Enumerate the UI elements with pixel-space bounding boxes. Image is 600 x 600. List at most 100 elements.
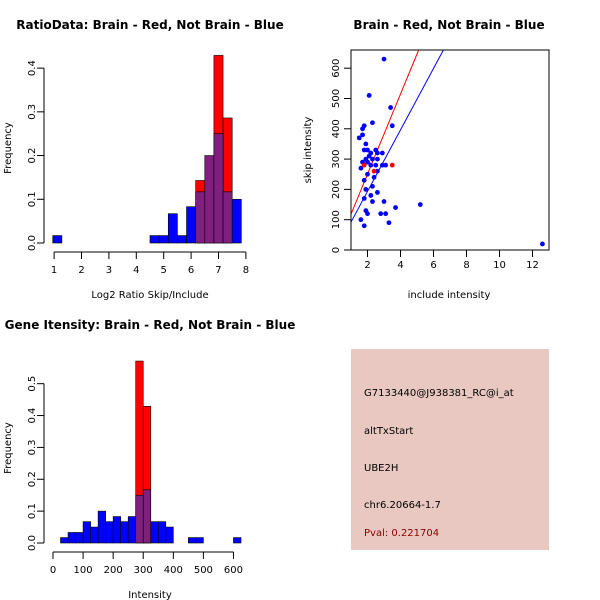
intensity-y-tick-label: 0.5: [27, 376, 38, 392]
intensity-bar-not-brain: [112, 516, 121, 544]
ratio-title: RatioData: Brain - Red, Not Brain - Blue: [16, 18, 283, 32]
scatter-point-not-brain: [361, 123, 367, 129]
intensity-bar-not-brain: [105, 521, 114, 544]
scatter-point-brain: [361, 162, 367, 168]
scatter-point-brain: [389, 162, 395, 168]
scatter-point-not-brain: [370, 199, 375, 204]
ratio-bar-not-brain: [213, 133, 224, 244]
scatter-y-tick-label: 0: [331, 247, 342, 253]
scatter-fit-lines: [351, 50, 444, 223]
scatter-point-not-brain: [417, 202, 423, 207]
scatter-y-tick-label: 400: [331, 119, 342, 138]
ratio-bar-not-brain: [222, 191, 233, 244]
scatter-point-not-brain: [363, 141, 369, 147]
scatter-point-not-brain: [381, 199, 387, 204]
scatter-point-not-brain: [388, 105, 393, 110]
ratio-xlabel: Log2 Ratio Skip/Include: [91, 290, 208, 301]
scatter-point-not-brain: [360, 132, 365, 138]
ratio-histogram-panel: RatioData: Brain - Red, Not Brain - Blue…: [3, 18, 284, 301]
ratio-bar-not-brain: [177, 235, 187, 244]
ratio-x-tick-label: 6: [188, 265, 194, 276]
scatter-x-tick-label: 8: [463, 260, 469, 271]
intensity-bar-not-brain: [233, 537, 242, 544]
ratio-bar-not-brain: [52, 235, 63, 244]
info-panel: G7133440@J938381_RC@i_at altTxStart UBE2…: [351, 349, 549, 550]
intensity-bar-not-brain: [135, 494, 144, 544]
scatter-point-not-brain: [375, 168, 380, 174]
scatter-point-not-brain: [370, 156, 375, 162]
scatter-ylabel: skip intensity: [303, 117, 314, 184]
intensity-y-tick-label: 0.0: [27, 535, 38, 551]
scatter-point-not-brain: [375, 156, 380, 162]
scatter-point-not-brain: [371, 174, 377, 180]
scatter-point-not-brain: [383, 211, 389, 217]
intensity-x-tick-label: 400: [164, 565, 183, 576]
scatter-point-not-brain: [383, 162, 389, 168]
scatter-point-not-brain: [365, 171, 370, 177]
ratio-x-tick-label: 8: [243, 265, 249, 276]
scatter-point-not-brain: [356, 135, 362, 141]
intensity-bar-not-brain: [90, 526, 99, 544]
scatter-point-not-brain: [361, 177, 367, 183]
ratio-x-tick-label: 3: [106, 265, 112, 276]
intensity-bar-not-brain: [60, 537, 69, 544]
ratio-x-tick-label: 1: [51, 265, 57, 276]
ratio-y-tick-label: 0.3: [27, 104, 38, 120]
ratio-x-tick-label: 5: [161, 265, 167, 276]
intensity-x-tick-label: 300: [134, 565, 153, 576]
intensity-bar-not-brain: [120, 521, 129, 544]
ratio-y-tick-label: 0.4: [27, 60, 38, 76]
scatter-title: Brain - Red, Not Brain - Blue: [353, 18, 544, 32]
ratio-bar-not-brain: [186, 206, 196, 244]
ratio-y-tick-label: 0.1: [27, 191, 38, 207]
intensity-x-tick-label: 500: [194, 565, 213, 576]
intensity-bar-not-brain: [165, 526, 174, 544]
ratio-bar-not-brain: [149, 235, 160, 244]
info-location: chr6.20664-1.7: [364, 500, 441, 511]
info-pval: Pval: 0.221704: [364, 528, 439, 539]
scatter-point-not-brain: [368, 162, 374, 168]
scatter-panel: Brain - Red, Not Brain - Blue include in…: [303, 18, 550, 301]
intensity-xlabel: Intensity: [128, 590, 172, 600]
intensity-x-tick-label: 0: [50, 565, 56, 576]
scatter-point-not-brain: [365, 147, 370, 153]
intensity-bar-not-brain: [188, 537, 197, 544]
scatter-y-tick-label: 200: [331, 180, 342, 199]
scatter-point-not-brain: [373, 162, 379, 168]
intensity-y-tick-label: 0.3: [27, 439, 38, 455]
scatter-point-not-brain: [379, 150, 385, 156]
info-event-type: altTxStart: [364, 426, 413, 437]
scatter-x-tick-label: 12: [526, 260, 539, 271]
scatter-x-tick-label: 2: [364, 260, 370, 271]
intensity-ylabel: Frequency: [3, 422, 14, 474]
scatter-fit-line-brain: [351, 50, 420, 215]
ratio-bar-not-brain: [195, 191, 206, 244]
ratio-y-tick-label: 0.0: [27, 235, 38, 251]
scatter-y-tick-label: 600: [331, 59, 342, 78]
intensity-y-tick-label: 0.2: [27, 471, 38, 487]
scatter-y-tick-label: 300: [331, 150, 342, 169]
intensity-bar-not-brain: [127, 516, 137, 544]
info-gene: UBE2H: [364, 463, 398, 474]
scatter-point-not-brain: [361, 196, 367, 201]
ratio-x-tick-label: 7: [215, 265, 221, 276]
intensity-x-tick-label: 200: [104, 565, 123, 576]
scatter-point-not-brain: [379, 162, 385, 168]
intensity-y-tick-label: 0.1: [27, 503, 38, 519]
scatter-point-not-brain: [370, 183, 375, 189]
scatter-point-not-brain: [358, 217, 364, 223]
intensity-title: Gene Itensity: Brain - Red, Not Brain - …: [5, 318, 296, 332]
scatter-point-not-brain: [368, 193, 374, 198]
intensity-bar-not-brain: [67, 532, 76, 544]
ratio-bar-not-brain: [167, 213, 178, 244]
info-probe-id: G7133440@J938381_RC@i_at: [364, 388, 514, 399]
scatter-point-not-brain: [381, 56, 387, 62]
scatter-plot-box: [350, 49, 550, 251]
scatter-point-not-brain: [358, 165, 364, 171]
ratio-bar-not-brain: [204, 155, 215, 244]
intensity-histogram-panel: Gene Itensity: Brain - Red, Not Brain - …: [3, 318, 295, 600]
ratio-y-tick-label: 0.2: [27, 148, 38, 164]
scatter-point-not-brain: [370, 120, 375, 126]
intensity-bar-not-brain: [157, 521, 167, 544]
